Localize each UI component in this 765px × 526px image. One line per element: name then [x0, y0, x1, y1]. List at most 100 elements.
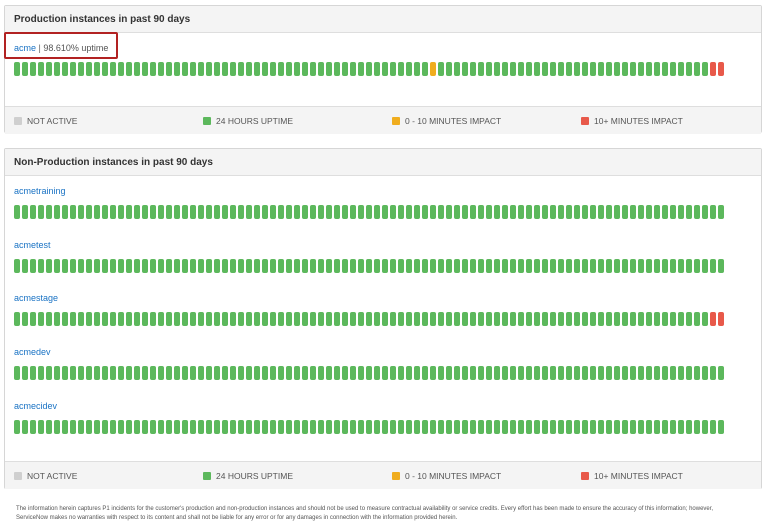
- day-uptime-bar[interactable]: [566, 366, 572, 380]
- day-uptime-bar[interactable]: [70, 312, 76, 326]
- day-uptime-bar[interactable]: [526, 62, 532, 76]
- day-uptime-bar[interactable]: [38, 205, 44, 219]
- day-uptime-bar[interactable]: [38, 62, 44, 76]
- day-uptime-bar[interactable]: [470, 312, 476, 326]
- day-uptime-bar[interactable]: [102, 366, 108, 380]
- day-uptime-bar[interactable]: [246, 366, 252, 380]
- day-uptime-bar[interactable]: [678, 259, 684, 273]
- day-uptime-bar[interactable]: [406, 62, 412, 76]
- day-uptime-bar[interactable]: [278, 62, 284, 76]
- day-uptime-bar[interactable]: [190, 205, 196, 219]
- day-uptime-bar[interactable]: [534, 312, 540, 326]
- day-uptime-bar[interactable]: [142, 205, 148, 219]
- day-uptime-bar[interactable]: [158, 259, 164, 273]
- day-uptime-bar[interactable]: [310, 420, 316, 434]
- day-uptime-bar[interactable]: [206, 312, 212, 326]
- day-uptime-bar[interactable]: [54, 62, 60, 76]
- day-uptime-bar[interactable]: [598, 205, 604, 219]
- day-uptime-bar[interactable]: [334, 205, 340, 219]
- day-uptime-bar[interactable]: [14, 366, 20, 380]
- day-uptime-bar[interactable]: [382, 366, 388, 380]
- day-uptime-bar[interactable]: [206, 366, 212, 380]
- day-uptime-bar[interactable]: [342, 205, 348, 219]
- day-uptime-bar[interactable]: [182, 312, 188, 326]
- day-uptime-bar[interactable]: [382, 312, 388, 326]
- day-uptime-bar[interactable]: [102, 312, 108, 326]
- day-uptime-bar[interactable]: [510, 62, 516, 76]
- day-uptime-bar[interactable]: [486, 259, 492, 273]
- day-uptime-bar[interactable]: [254, 312, 260, 326]
- day-uptime-bar[interactable]: [534, 259, 540, 273]
- day-uptime-bar[interactable]: [142, 312, 148, 326]
- day-uptime-bar[interactable]: [382, 205, 388, 219]
- day-uptime-bar[interactable]: [366, 205, 372, 219]
- day-uptime-bar[interactable]: [606, 312, 612, 326]
- day-uptime-bar[interactable]: [22, 366, 28, 380]
- day-uptime-bar[interactable]: [238, 259, 244, 273]
- day-uptime-bar[interactable]: [446, 420, 452, 434]
- day-uptime-bar[interactable]: [30, 420, 36, 434]
- day-uptime-bar[interactable]: [30, 205, 36, 219]
- day-uptime-bar[interactable]: [718, 420, 724, 434]
- day-uptime-bar[interactable]: [598, 312, 604, 326]
- day-uptime-bar[interactable]: [374, 312, 380, 326]
- day-uptime-bar[interactable]: [614, 205, 620, 219]
- day-uptime-bar[interactable]: [470, 259, 476, 273]
- day-uptime-bar[interactable]: [102, 205, 108, 219]
- day-uptime-bar[interactable]: [262, 312, 268, 326]
- day-uptime-bar[interactable]: [630, 420, 636, 434]
- day-uptime-bar[interactable]: [302, 420, 308, 434]
- day-uptime-bar[interactable]: [302, 62, 308, 76]
- day-uptime-bar[interactable]: [374, 259, 380, 273]
- day-uptime-bar[interactable]: [30, 366, 36, 380]
- day-uptime-bar[interactable]: [374, 205, 380, 219]
- day-uptime-bar[interactable]: [110, 259, 116, 273]
- instance-link-acmetraining[interactable]: acmetraining: [14, 186, 66, 196]
- day-uptime-bar[interactable]: [430, 259, 436, 273]
- day-uptime-bar[interactable]: [206, 205, 212, 219]
- day-uptime-bar[interactable]: [70, 259, 76, 273]
- day-uptime-bar[interactable]: [246, 62, 252, 76]
- day-uptime-bar[interactable]: [606, 420, 612, 434]
- day-uptime-bar[interactable]: [294, 312, 300, 326]
- day-uptime-bar[interactable]: [670, 420, 676, 434]
- day-uptime-bar[interactable]: [614, 366, 620, 380]
- day-uptime-bar[interactable]: [278, 312, 284, 326]
- day-uptime-bar[interactable]: [438, 259, 444, 273]
- day-uptime-bar[interactable]: [262, 366, 268, 380]
- day-uptime-bar[interactable]: [558, 420, 564, 434]
- day-uptime-bar[interactable]: [46, 205, 52, 219]
- day-uptime-bar[interactable]: [678, 205, 684, 219]
- day-uptime-bar[interactable]: [630, 366, 636, 380]
- day-uptime-bar[interactable]: [78, 205, 84, 219]
- day-uptime-bar[interactable]: [590, 420, 596, 434]
- day-uptime-bar[interactable]: [86, 420, 92, 434]
- day-uptime-bar[interactable]: [310, 205, 316, 219]
- day-uptime-bar[interactable]: [574, 205, 580, 219]
- day-uptime-bar[interactable]: [470, 366, 476, 380]
- day-uptime-bar[interactable]: [566, 312, 572, 326]
- day-uptime-bar[interactable]: [14, 259, 20, 273]
- day-uptime-bar[interactable]: [542, 366, 548, 380]
- day-uptime-bar[interactable]: [126, 259, 132, 273]
- day-uptime-bar[interactable]: [286, 366, 292, 380]
- day-uptime-bar[interactable]: [590, 312, 596, 326]
- day-uptime-bar[interactable]: [366, 259, 372, 273]
- day-major-impact-bar[interactable]: [710, 312, 716, 326]
- day-uptime-bar[interactable]: [550, 312, 556, 326]
- day-uptime-bar[interactable]: [478, 366, 484, 380]
- day-uptime-bar[interactable]: [542, 62, 548, 76]
- day-uptime-bar[interactable]: [30, 62, 36, 76]
- day-uptime-bar[interactable]: [638, 259, 644, 273]
- day-uptime-bar[interactable]: [518, 420, 524, 434]
- day-uptime-bar[interactable]: [614, 312, 620, 326]
- day-uptime-bar[interactable]: [638, 312, 644, 326]
- day-uptime-bar[interactable]: [326, 366, 332, 380]
- day-uptime-bar[interactable]: [238, 420, 244, 434]
- day-uptime-bar[interactable]: [262, 62, 268, 76]
- day-uptime-bar[interactable]: [14, 420, 20, 434]
- day-uptime-bar[interactable]: [86, 259, 92, 273]
- day-uptime-bar[interactable]: [558, 259, 564, 273]
- day-uptime-bar[interactable]: [222, 205, 228, 219]
- day-uptime-bar[interactable]: [358, 366, 364, 380]
